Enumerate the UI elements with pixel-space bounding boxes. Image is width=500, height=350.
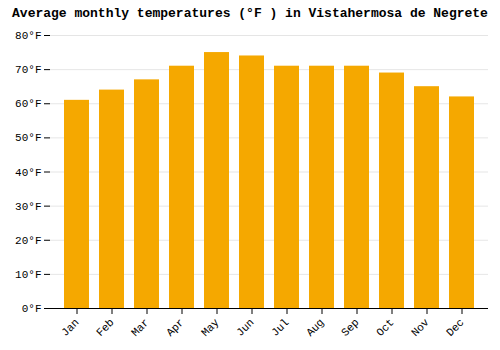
svg-text:60°F: 60°F — [15, 98, 41, 110]
svg-text:Jan: Jan — [59, 316, 81, 338]
svg-text:Sep: Sep — [339, 316, 361, 338]
svg-text:Oct: Oct — [374, 316, 396, 338]
svg-text:10°F: 10°F — [15, 269, 41, 281]
svg-text:May: May — [199, 316, 222, 339]
svg-text:30°F: 30°F — [15, 201, 41, 213]
svg-text:80°F: 80°F — [15, 30, 41, 42]
svg-text:70°F: 70°F — [15, 64, 41, 76]
svg-text:Nov: Nov — [409, 316, 432, 339]
html-text:Average monthly temperatures (: Average monthly temperatures (°F ) in Vi… — [12, 6, 488, 21]
svg-text:Jun: Jun — [234, 316, 256, 338]
svg-text:Aug: Aug — [304, 316, 326, 338]
svg-text:Jul: Jul — [269, 316, 291, 338]
svg-text:Dec: Dec — [444, 316, 466, 338]
svg-text:40°F: 40°F — [15, 167, 41, 179]
svg-text:Feb: Feb — [94, 316, 116, 338]
svg-text:Apr: Apr — [164, 316, 186, 338]
svg-text:50°F: 50°F — [15, 132, 41, 144]
svg-text:0°F: 0°F — [22, 303, 42, 315]
svg-text:20°F: 20°F — [15, 235, 41, 247]
svg-text:Mar: Mar — [129, 316, 151, 338]
